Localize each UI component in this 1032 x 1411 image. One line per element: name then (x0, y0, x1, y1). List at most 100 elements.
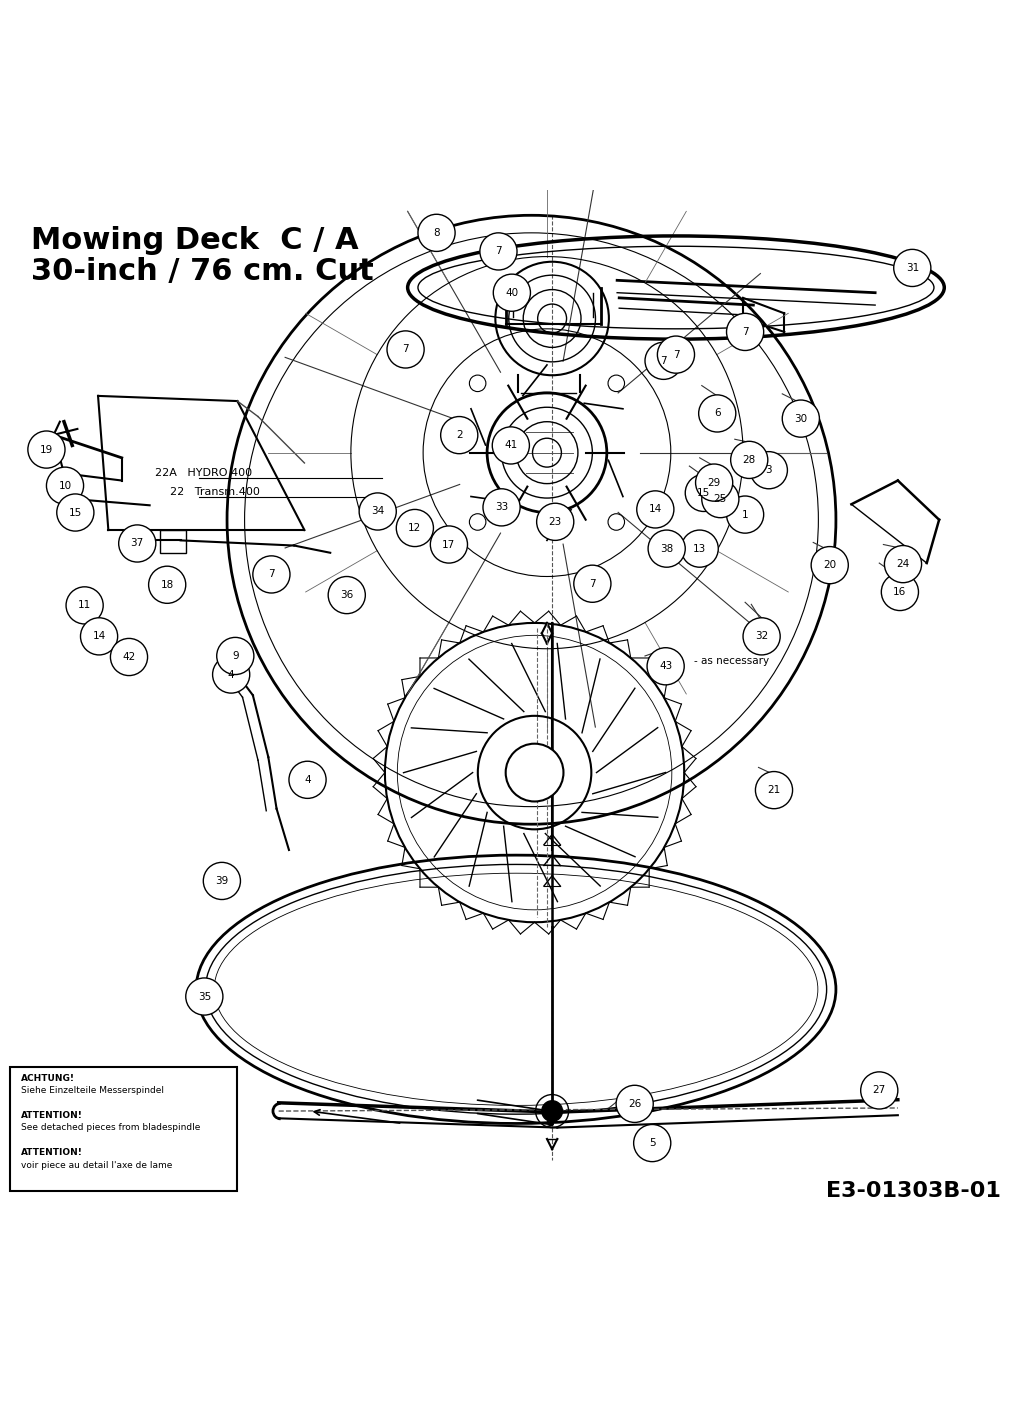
Circle shape (213, 656, 250, 693)
Text: ATTENTION!: ATTENTION! (21, 1110, 83, 1120)
Text: 17: 17 (443, 539, 455, 549)
Circle shape (731, 442, 768, 478)
Text: See detached pieces from bladespindle: See detached pieces from bladespindle (21, 1123, 200, 1133)
Text: 34: 34 (372, 507, 384, 516)
Text: ACHTUNG!: ACHTUNG! (21, 1074, 74, 1082)
Bar (160, 531, 186, 553)
Circle shape (110, 638, 148, 676)
Circle shape (608, 375, 624, 392)
Text: 11: 11 (78, 601, 91, 611)
Circle shape (608, 514, 624, 531)
Text: 26: 26 (628, 1099, 641, 1109)
Text: voir piece au detail l'axe de lame: voir piece au detail l'axe de lame (21, 1161, 172, 1170)
Text: 7: 7 (402, 344, 409, 354)
Text: E3-01303B-01: E3-01303B-01 (827, 1181, 1001, 1201)
Circle shape (149, 566, 186, 604)
Circle shape (782, 401, 819, 437)
Text: 41: 41 (505, 440, 517, 450)
Circle shape (418, 214, 455, 251)
Text: 31: 31 (906, 262, 918, 272)
Text: 10: 10 (59, 481, 71, 491)
Text: 7: 7 (673, 350, 679, 360)
Text: 38: 38 (660, 543, 673, 553)
Circle shape (359, 492, 396, 531)
Circle shape (28, 430, 65, 468)
Circle shape (884, 546, 922, 583)
Circle shape (396, 509, 433, 546)
Circle shape (441, 416, 478, 454)
Circle shape (186, 978, 223, 1015)
Circle shape (657, 336, 695, 373)
Text: Siehe Einzelteile Messerspindel: Siehe Einzelteile Messerspindel (21, 1086, 164, 1095)
Circle shape (493, 274, 530, 312)
Circle shape (470, 514, 486, 531)
Text: 7: 7 (660, 356, 667, 365)
Text: 32: 32 (755, 631, 768, 642)
Text: 20: 20 (824, 560, 836, 570)
Circle shape (430, 526, 467, 563)
Text: 3: 3 (766, 466, 772, 476)
Text: 30: 30 (795, 413, 807, 423)
Text: 25: 25 (714, 494, 727, 504)
Circle shape (537, 504, 574, 540)
Circle shape (699, 395, 736, 432)
Text: 23: 23 (549, 516, 561, 526)
Text: 6: 6 (714, 408, 720, 419)
Text: 35: 35 (198, 992, 211, 1002)
Text: Mowing Deck  C / A: Mowing Deck C / A (31, 226, 358, 254)
Text: 43: 43 (659, 662, 672, 672)
Circle shape (861, 1072, 898, 1109)
Circle shape (46, 467, 84, 504)
Text: 8: 8 (433, 227, 440, 238)
Circle shape (634, 1125, 671, 1161)
Circle shape (645, 343, 682, 380)
Circle shape (80, 618, 118, 655)
Text: 2: 2 (456, 430, 462, 440)
Text: 14: 14 (649, 504, 662, 515)
Circle shape (681, 531, 718, 567)
Text: 1: 1 (742, 509, 748, 519)
Circle shape (755, 772, 793, 809)
Text: 18: 18 (161, 580, 173, 590)
Circle shape (66, 587, 103, 624)
Text: 15: 15 (69, 508, 82, 518)
Circle shape (727, 497, 764, 533)
Circle shape (702, 481, 739, 518)
Circle shape (217, 638, 254, 674)
Circle shape (470, 375, 486, 392)
Circle shape (637, 491, 674, 528)
Text: 42: 42 (123, 652, 135, 662)
Text: 40: 40 (506, 288, 518, 298)
Circle shape (616, 1085, 653, 1122)
Text: 15: 15 (698, 488, 710, 498)
Text: 21: 21 (768, 785, 780, 796)
Text: 4: 4 (304, 775, 311, 785)
Text: 4: 4 (228, 670, 234, 680)
Circle shape (685, 474, 722, 511)
Circle shape (506, 744, 563, 801)
Text: 22A   HYDRO 400: 22A HYDRO 400 (155, 468, 252, 478)
Text: 13: 13 (694, 543, 706, 553)
Circle shape (894, 250, 931, 286)
Circle shape (119, 525, 156, 562)
Text: 7: 7 (268, 570, 275, 580)
Circle shape (492, 428, 529, 464)
Circle shape (750, 452, 787, 488)
Text: 27: 27 (873, 1085, 885, 1095)
Bar (10, 1067, 237, 1191)
Text: 7: 7 (742, 327, 748, 337)
Circle shape (289, 761, 326, 799)
Text: 33: 33 (495, 502, 508, 512)
Text: 5: 5 (649, 1139, 655, 1149)
Text: 12: 12 (409, 523, 421, 533)
Circle shape (727, 313, 764, 350)
Circle shape (387, 332, 424, 368)
Circle shape (648, 531, 685, 567)
Text: 36: 36 (341, 590, 353, 600)
Circle shape (203, 862, 240, 900)
Circle shape (480, 233, 517, 270)
Text: 7: 7 (589, 579, 595, 588)
Text: ATTENTION!: ATTENTION! (21, 1149, 83, 1157)
Text: 30-inch / 76 cm. Cut: 30-inch / 76 cm. Cut (31, 257, 374, 285)
Text: 39: 39 (216, 876, 228, 886)
